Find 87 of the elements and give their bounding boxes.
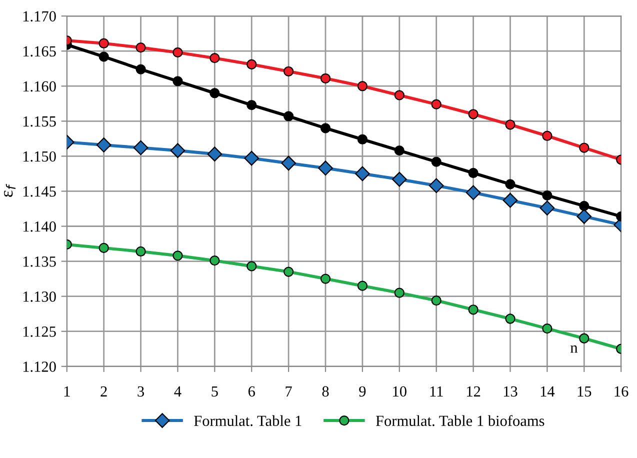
point xyxy=(505,120,516,130)
point xyxy=(318,160,333,176)
y-tick-label: 1.170 xyxy=(23,11,56,22)
x-tick-label: 4 xyxy=(174,386,182,396)
point xyxy=(431,295,442,306)
x-tick-label: 2 xyxy=(100,386,107,396)
point xyxy=(468,304,478,315)
point xyxy=(394,90,404,100)
point xyxy=(98,38,109,48)
point xyxy=(246,59,257,70)
point xyxy=(133,140,148,156)
point xyxy=(172,47,183,58)
y-tick-label: 1.120 xyxy=(23,362,56,372)
x-tick-label: 16 xyxy=(614,386,628,397)
point xyxy=(579,333,590,344)
point xyxy=(542,323,552,334)
x-tick-label: 10 xyxy=(393,386,406,397)
point xyxy=(210,88,220,98)
point xyxy=(281,156,296,171)
x-tick-label: 6 xyxy=(248,386,255,397)
point xyxy=(502,192,518,208)
point xyxy=(505,179,516,190)
y-tick-label: 1.140 xyxy=(23,221,56,232)
point xyxy=(136,64,146,74)
point xyxy=(172,76,183,86)
point xyxy=(357,81,368,92)
point xyxy=(210,256,220,266)
y-tick-label: 1.150 xyxy=(23,151,56,162)
point xyxy=(355,166,370,182)
y-axis-title: ε$_{f}$ xyxy=(4,184,16,197)
point xyxy=(468,168,478,178)
point xyxy=(357,280,368,291)
y-tick-label: 1.155 xyxy=(23,116,56,127)
point xyxy=(320,123,331,134)
x-axis-title: n xyxy=(570,345,578,353)
point xyxy=(244,150,260,166)
point xyxy=(246,261,257,272)
y-tick-label: 1.160 xyxy=(23,81,56,92)
point xyxy=(542,190,552,200)
point xyxy=(98,242,109,254)
point xyxy=(576,209,592,224)
x-tick-label: 12 xyxy=(466,386,480,396)
point xyxy=(431,156,442,167)
point xyxy=(466,185,481,200)
point xyxy=(579,200,590,211)
point xyxy=(505,314,516,324)
x-tick-label: 14 xyxy=(540,386,555,396)
point xyxy=(246,100,257,110)
y-tick-label: 1.145 xyxy=(23,186,56,197)
point xyxy=(320,73,331,84)
point xyxy=(283,111,294,122)
legend-label: Formulat. Table 1 biofoams xyxy=(376,415,544,426)
x-tick-label: 11 xyxy=(430,386,443,396)
point xyxy=(431,99,442,110)
point xyxy=(392,172,407,187)
x-tick-label: 13 xyxy=(504,386,518,397)
point xyxy=(283,66,294,76)
point xyxy=(283,266,294,277)
point xyxy=(357,134,368,144)
point xyxy=(579,142,590,153)
x-tick-label: 1 xyxy=(64,386,70,396)
x-tick-label: 3 xyxy=(138,386,144,397)
y-tick-label: 1.125 xyxy=(23,326,56,337)
point xyxy=(136,246,146,257)
y-tick-label: 1.130 xyxy=(23,291,56,302)
point xyxy=(394,288,404,298)
x-tick-label: 5 xyxy=(212,386,218,397)
point xyxy=(172,250,183,261)
legend-label: Formulat. Table 1 xyxy=(194,415,302,426)
point xyxy=(320,274,331,284)
y-tick-label: 1.135 xyxy=(23,256,56,267)
point xyxy=(170,143,186,158)
point xyxy=(428,178,444,194)
point xyxy=(210,53,220,64)
x-tick-label: 7 xyxy=(286,386,292,396)
point xyxy=(98,52,109,62)
x-tick-label: 15 xyxy=(578,386,592,397)
x-tick-label: 9 xyxy=(359,386,366,397)
point xyxy=(136,42,146,53)
y-tick-label: 1.165 xyxy=(23,46,56,57)
point xyxy=(468,109,478,120)
point xyxy=(96,138,112,152)
point xyxy=(207,146,222,162)
x-tick-label: 8 xyxy=(322,386,329,397)
point xyxy=(542,130,552,141)
point xyxy=(540,200,555,216)
point xyxy=(394,146,404,156)
